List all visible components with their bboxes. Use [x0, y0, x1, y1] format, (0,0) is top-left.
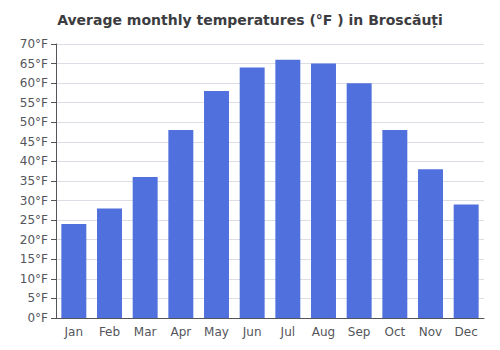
svg-text:Dec: Dec — [455, 325, 478, 339]
svg-text:Aug: Aug — [312, 325, 335, 339]
svg-text:50°F: 50°F — [20, 115, 48, 129]
svg-text:45°F: 45°F — [20, 135, 48, 149]
svg-text:35°F: 35°F — [20, 174, 48, 188]
svg-text:30°F: 30°F — [20, 194, 48, 208]
svg-text:Jun: Jun — [242, 325, 262, 339]
svg-text:55°F: 55°F — [20, 96, 48, 110]
svg-text:20°F: 20°F — [20, 233, 48, 247]
svg-text:0°F: 0°F — [27, 311, 48, 325]
svg-text:40°F: 40°F — [20, 154, 48, 168]
svg-text:Jan: Jan — [64, 325, 84, 339]
svg-text:Oct: Oct — [384, 325, 405, 339]
svg-text:Jul: Jul — [280, 325, 295, 339]
svg-text:5°F: 5°F — [27, 291, 48, 305]
svg-text:25°F: 25°F — [20, 213, 48, 227]
svg-text:10°F: 10°F — [20, 272, 48, 286]
svg-text:Average monthly temperatures (: Average monthly temperatures (°F ) in Br… — [57, 12, 443, 29]
svg-text:15°F: 15°F — [20, 252, 48, 266]
svg-text:Sep: Sep — [348, 325, 371, 339]
svg-text:Mar: Mar — [134, 325, 157, 339]
svg-text:70°F: 70°F — [20, 37, 48, 51]
svg-text:Nov: Nov — [419, 325, 442, 339]
svg-text:Feb: Feb — [99, 325, 120, 339]
svg-text:65°F: 65°F — [20, 57, 48, 71]
svg-text:Apr: Apr — [170, 325, 191, 339]
svg-text:May: May — [204, 325, 229, 339]
svg-text:60°F: 60°F — [20, 76, 48, 90]
